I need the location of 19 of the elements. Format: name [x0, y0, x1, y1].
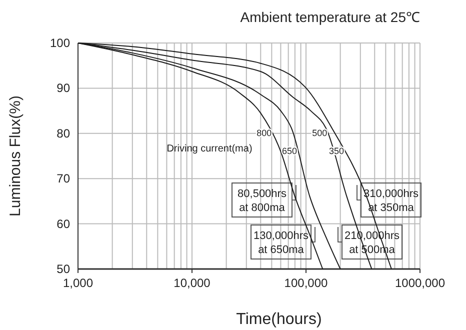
x-tick-label: 1,000 [62, 276, 94, 290]
y-axis-title: Luminous Flux(%) [7, 96, 24, 216]
annotation: 130,000hrs at 650ma [253, 230, 310, 256]
chart-title: Ambient temperature at 25℃ [240, 9, 420, 25]
y-tick-label: 90 [56, 81, 70, 96]
y-tick-label: 50 [56, 262, 70, 276]
series-label: 500 [312, 128, 328, 138]
y-tick-label: 70 [56, 172, 70, 186]
y-tick-label: 60 [56, 216, 70, 231]
annotation: 80,500hrs at 800ma [238, 188, 287, 214]
series-label: 650 [282, 146, 297, 156]
x-tick-label: 1000,000 [394, 276, 446, 290]
y-tick-label: 100 [50, 36, 70, 50]
x-tick-label: 10,000 [174, 276, 211, 290]
x-axis-title: Time(hours) [236, 311, 322, 328]
legend-title: Driving current(ma) [166, 143, 252, 154]
series-label: 800 [256, 128, 272, 138]
y-tick-label: 80 [56, 126, 70, 140]
x-tick-label: 100,000 [284, 276, 328, 290]
